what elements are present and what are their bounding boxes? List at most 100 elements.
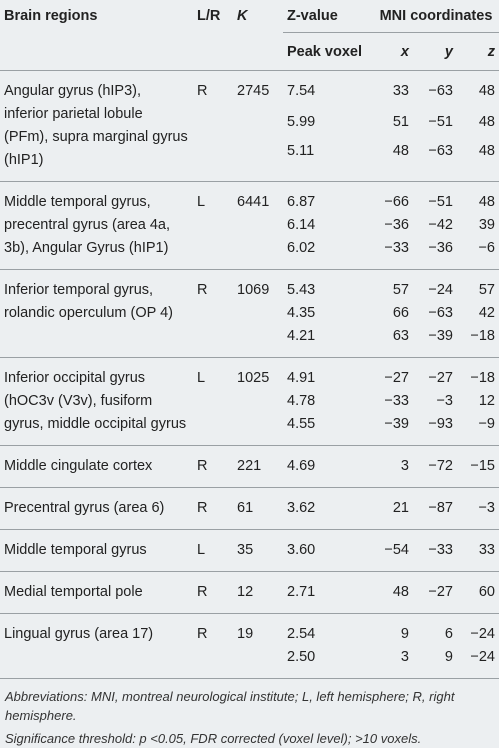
k-cell: 12 [233, 571, 283, 614]
region-cell: Precentral gyrus (area 6) [0, 487, 193, 530]
table-row: 6.14 −36 −42 39 [0, 214, 499, 237]
coordinate-cell: −93 [428, 416, 453, 432]
side-cell: R [193, 613, 233, 678]
side-cell: R [193, 487, 233, 530]
z-value-cell: 7.54 [283, 70, 373, 112]
results-table: Brain regions L/R K Z-value MNI coordina… [0, 0, 499, 678]
z-value-cell: 6.14 [287, 217, 316, 233]
coordinate-cell: −63 [428, 143, 453, 160]
z-value-cell: 5.43 [283, 269, 373, 302]
coordinate-cell: 21 [373, 487, 413, 530]
region-cell: Inferior temporal gyrus, rolandic opercu… [0, 269, 193, 358]
k-cell: 61 [233, 487, 283, 530]
k-cell: 1025 [233, 357, 283, 446]
coordinate-cell: −66 [373, 181, 413, 214]
coordinate-cell: −63 [413, 70, 457, 112]
subheader-cell: Peak voxel [287, 44, 362, 60]
region-cell: Lingual gyrus (area 17) [0, 613, 193, 678]
k-cell: 6441 [233, 181, 283, 270]
coordinate-cell: 57 [457, 269, 499, 302]
region-cell: Middle temporal gyrus, precentral gyrus … [0, 181, 193, 270]
header-cell: MNI coordinates [373, 0, 499, 33]
table-row: Precentral gyrus (area 6) R 61 3.62 21 −87 −3 [0, 487, 499, 530]
coordinate-cell: −72 [413, 445, 457, 488]
z-value-cell: 2.54 [283, 613, 373, 646]
table-row: Lingual gyrus (area 17) R 19 2.54 9 6 −24 [0, 613, 499, 678]
coordinate-cell: −39 [428, 328, 453, 344]
z-value-cell: 2.50 [287, 649, 316, 665]
coordinate-cell: −39 [384, 416, 409, 432]
table-row: 2.50 3 9 −24 [0, 646, 499, 678]
coordinate-cell: 42 [478, 305, 495, 321]
k-cell: 19 [233, 613, 283, 678]
table-row: Angular gyrus (hIP3), inferior parietal … [0, 70, 499, 182]
footnote: Significance threshold: p <0.05, FDR cor… [5, 731, 422, 746]
subheader-cell: y [444, 44, 453, 60]
coordinate-cell: 48 [478, 143, 495, 160]
footnote: Abbreviations: MNI, montreal neurologica… [5, 689, 455, 723]
coordinate-cell: −6 [478, 240, 495, 256]
coordinate-cell: −27 [413, 571, 457, 614]
coordinate-cell: −27 [413, 357, 457, 390]
table-row: Inferior temporal gyrus, rolandic opercu… [0, 269, 499, 358]
table-body: Angular gyrus (hIP3), inferior parietal … [0, 70, 499, 678]
side-cell: L [193, 181, 233, 270]
coordinate-cell: −24 [470, 649, 495, 665]
header-cell: K [237, 8, 248, 24]
table-row: Medial temportal pole R 12 2.71 48 −27 60 [0, 571, 499, 614]
coordinate-cell: −3 [457, 487, 499, 530]
coordinate-cell: −18 [470, 328, 495, 344]
z-value-cell: 4.78 [287, 393, 316, 409]
table-row: 5.11 48 −63 48 [0, 140, 499, 181]
side-cell: R [193, 445, 233, 488]
coordinate-cell: −15 [457, 445, 499, 488]
coordinate-cell: 3 [400, 649, 409, 665]
coordinate-cell: −9 [478, 416, 495, 432]
coordinate-cell: 39 [478, 217, 495, 233]
coordinate-cell: −33 [413, 529, 457, 572]
region-cell: Inferior occipital gyrus (hOC3v (V3v), f… [0, 357, 193, 446]
header-cell: Brain regions [4, 8, 98, 24]
z-value-cell: 4.21 [287, 328, 316, 344]
coordinate-cell: −33 [384, 240, 409, 256]
coordinate-cell: 9 [444, 649, 453, 665]
coordinate-cell: −3 [436, 393, 453, 409]
coordinate-cell: −27 [373, 357, 413, 390]
k-cell: 221 [233, 445, 283, 488]
table-row: 4.55 −39 −93 −9 [0, 413, 499, 446]
coordinate-cell: 51 [392, 114, 409, 131]
header-cell: Z-value [283, 0, 373, 33]
coordinate-cell: −42 [428, 217, 453, 233]
coordinate-cell: −24 [413, 269, 457, 302]
subheader-cell: x [400, 44, 409, 60]
coordinate-cell: 9 [373, 613, 413, 646]
z-value-cell: 4.91 [283, 357, 373, 390]
region-cell: Medial temportal pole [0, 571, 193, 614]
coordinate-cell: −36 [384, 217, 409, 233]
coordinate-cell: −51 [428, 114, 453, 131]
coordinate-cell: 48 [392, 143, 409, 160]
k-cell: 35 [233, 529, 283, 572]
subheader-cell: z [487, 44, 495, 60]
coordinate-cell: 48 [373, 571, 413, 614]
k-cell: 2745 [233, 70, 283, 182]
coordinate-cell: −36 [428, 240, 453, 256]
z-value-cell: 3.60 [283, 529, 373, 572]
table-row: 6.02 −33 −36 −6 [0, 237, 499, 270]
table-row: 4.21 63 −39 −18 [0, 325, 499, 358]
z-value-cell: 4.35 [287, 305, 316, 321]
coordinate-cell: 60 [457, 571, 499, 614]
z-value-cell: 5.99 [287, 114, 316, 131]
region-cell: Angular gyrus (hIP3), inferior parietal … [0, 70, 193, 182]
region-cell: Middle temporal gyrus [0, 529, 193, 572]
coordinate-cell: −24 [457, 613, 499, 646]
z-value-cell: 2.71 [283, 571, 373, 614]
z-value-cell: 6.87 [283, 181, 373, 214]
coordinate-cell: 6 [413, 613, 457, 646]
table-row: Inferior occipital gyrus (hOC3v (V3v), f… [0, 357, 499, 446]
header-cell: L/R [197, 8, 221, 24]
coordinate-cell: 12 [478, 393, 495, 409]
coordinate-cell: 48 [457, 181, 499, 214]
region-cell: Middle cingulate cortex [0, 445, 193, 488]
